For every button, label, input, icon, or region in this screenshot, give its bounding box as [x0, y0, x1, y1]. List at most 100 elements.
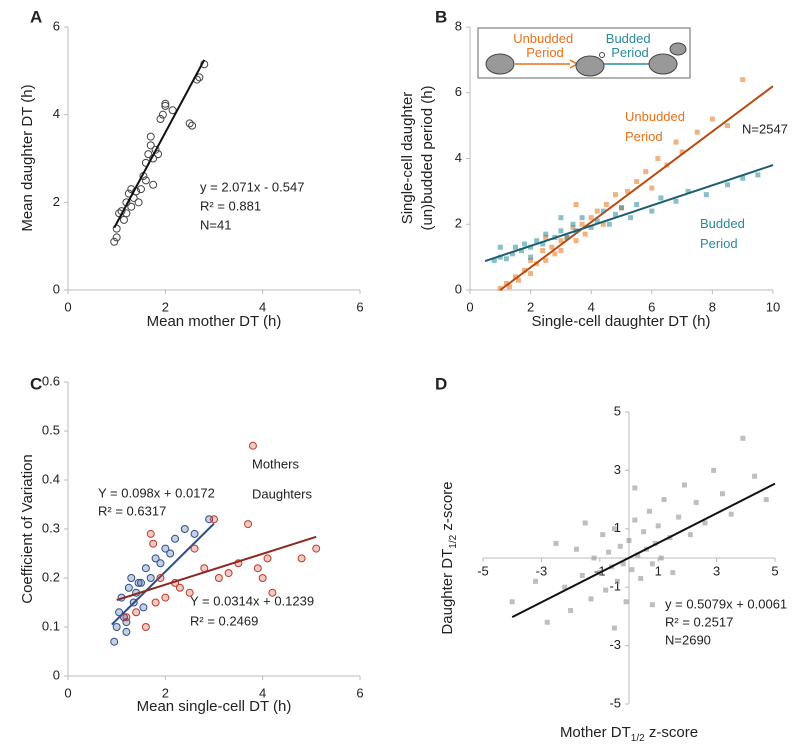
panel-label: A [30, 7, 42, 26]
point [124, 583, 133, 592]
point [620, 561, 626, 567]
x-tick-label: 6 [648, 299, 655, 314]
y-tick-label: 0 [53, 281, 60, 296]
point [540, 241, 546, 247]
fit-line [113, 59, 206, 229]
point [141, 176, 150, 185]
point [528, 254, 534, 260]
point [185, 119, 194, 128]
point [258, 574, 267, 582]
x-tick-label: -5 [477, 563, 489, 578]
point [594, 218, 600, 224]
panel-label: D [435, 374, 447, 393]
point [655, 156, 661, 161]
annotation: y = 0.5079x + 0.0061 [665, 596, 787, 611]
point [558, 228, 564, 234]
point [573, 238, 579, 244]
point [687, 532, 693, 538]
x-tick-label: 8 [709, 299, 716, 314]
point [127, 574, 136, 582]
point [591, 555, 597, 561]
point [156, 574, 165, 582]
point [522, 267, 528, 273]
panel-label: C [30, 374, 42, 393]
point [588, 596, 594, 602]
point [139, 603, 148, 612]
cell [648, 53, 678, 75]
y-tick-label: 6 [455, 84, 462, 99]
point [579, 573, 585, 579]
point [611, 625, 617, 631]
point [711, 467, 717, 473]
point [156, 559, 165, 568]
y-tick-label: 6 [53, 18, 60, 33]
point [606, 221, 612, 227]
point [497, 285, 503, 291]
annotation: N=2690 [665, 632, 711, 647]
y-axis-title-sub: 1/2 [448, 534, 459, 548]
point [740, 77, 746, 83]
point [115, 608, 124, 617]
point [634, 179, 640, 185]
point [161, 544, 170, 553]
x-tick-label: 3 [713, 563, 720, 578]
point [626, 537, 632, 543]
point [600, 221, 606, 227]
point [685, 188, 691, 194]
point [151, 145, 160, 154]
point [158, 110, 167, 119]
point [540, 248, 546, 254]
point [161, 101, 170, 110]
series-label-line: Period [625, 129, 663, 144]
x-tick-label: 4 [259, 685, 266, 700]
point [224, 569, 233, 578]
series-label-line: Unbudded [625, 109, 689, 124]
point [180, 525, 189, 533]
point [573, 546, 579, 552]
point [579, 221, 585, 227]
point [658, 555, 664, 561]
point [248, 441, 257, 450]
point [725, 182, 731, 188]
point [188, 121, 197, 130]
legend-label: Mothers [252, 456, 299, 471]
inset-label-line: Budded [606, 31, 654, 46]
y-tick-label: 0.1 [42, 618, 60, 633]
fit-line [484, 164, 774, 263]
inset-label: Budded Period [606, 31, 654, 60]
point [600, 532, 606, 538]
point [606, 549, 612, 555]
point [568, 608, 574, 614]
point [297, 554, 306, 563]
y-axis-title: Coefficient of Variation [19, 454, 36, 604]
annotation: Y = 0.0314x + 0.1239 [190, 593, 314, 608]
point [728, 511, 734, 517]
annotation: R² = 0.881 [200, 198, 261, 213]
point [603, 587, 609, 593]
cell [669, 42, 687, 56]
point [134, 578, 143, 587]
point [638, 575, 644, 581]
point [134, 198, 143, 207]
y-tick-label: -5 [609, 695, 621, 710]
point [268, 588, 277, 597]
point [553, 540, 559, 546]
point [614, 578, 620, 584]
point [655, 523, 661, 529]
point [122, 613, 131, 622]
point [137, 185, 145, 194]
x-tick-label: 1 [655, 563, 662, 578]
point [725, 123, 731, 129]
point [149, 180, 158, 189]
point [740, 175, 746, 181]
y-axis-title: Mean daughter DT (h) [19, 84, 36, 231]
x-tick-label: 6 [356, 685, 363, 700]
point [661, 497, 667, 503]
x-tick-label: 2 [527, 299, 534, 314]
series-label-line: Budded [700, 216, 748, 231]
point [612, 211, 618, 217]
x-tick-label: 10 [766, 299, 780, 314]
point [693, 500, 699, 506]
point [528, 244, 534, 250]
point [190, 544, 199, 553]
